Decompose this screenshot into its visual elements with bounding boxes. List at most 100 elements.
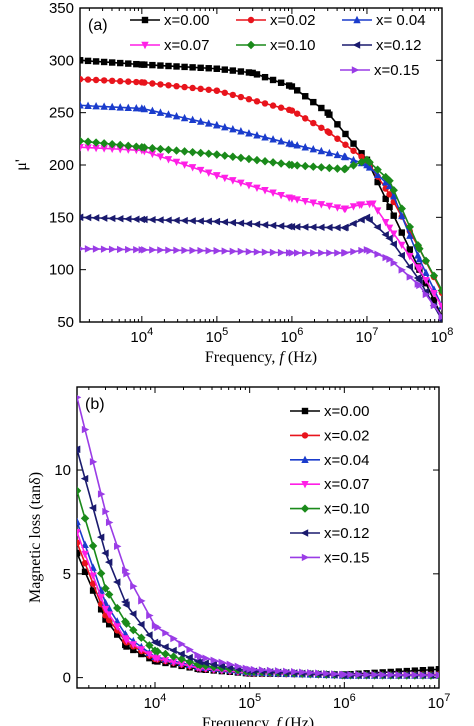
data-point <box>129 625 138 635</box>
data-point <box>429 271 439 280</box>
data-point <box>437 286 442 295</box>
y-tick-label: 0 <box>63 670 71 687</box>
data-point <box>325 223 333 232</box>
data-point <box>180 161 189 169</box>
data-point <box>318 249 326 257</box>
data-point <box>205 119 213 127</box>
data-point <box>97 606 105 613</box>
data-point <box>245 182 253 190</box>
data-point <box>341 670 349 679</box>
data-point <box>341 249 349 257</box>
data-point <box>288 83 296 90</box>
legend: x=0.00 x=0.02 x= 0.04 x=0.07 x=0.10 x=0.12 x=0… <box>130 12 426 79</box>
data-point <box>390 212 397 219</box>
legend-label: x=0.04 <box>324 452 369 469</box>
data-point <box>221 174 229 183</box>
data-point <box>403 671 412 679</box>
legend-label: x=0.10 <box>324 501 369 518</box>
data-point <box>301 197 309 206</box>
data-point <box>114 542 122 551</box>
data-point <box>340 224 348 232</box>
data-point <box>385 224 394 232</box>
data-point <box>100 58 108 66</box>
data-point <box>164 216 172 224</box>
data-point <box>287 223 296 231</box>
data-point <box>202 654 210 662</box>
data-point <box>188 147 197 157</box>
x-tick-label: 106 <box>281 326 304 346</box>
data-point <box>403 667 411 675</box>
data-point <box>133 78 140 86</box>
data-point <box>96 533 105 541</box>
data-point <box>277 104 285 111</box>
data-point <box>422 290 431 299</box>
data-point <box>386 255 394 263</box>
data-point <box>276 222 285 230</box>
data-point <box>355 670 363 679</box>
data-point <box>237 179 245 188</box>
data-point <box>164 156 173 164</box>
data-point <box>333 164 342 173</box>
data-point <box>387 671 395 679</box>
data-point <box>358 246 366 255</box>
legend-label: x=0.07 <box>164 37 209 54</box>
data-point <box>117 59 124 67</box>
data-point <box>201 659 209 667</box>
data-point <box>269 102 277 109</box>
series-x0.12 <box>80 213 442 322</box>
data-point <box>301 161 310 171</box>
data-point <box>108 145 116 154</box>
data-point <box>282 667 291 676</box>
data-point <box>419 671 428 679</box>
data-point <box>349 161 358 170</box>
data-point <box>334 121 341 128</box>
data-point <box>390 192 398 200</box>
data-point <box>253 131 261 139</box>
data-point <box>413 241 423 250</box>
y-tick-label: 10 <box>54 462 71 479</box>
data-point <box>301 223 309 231</box>
data-point <box>100 245 109 253</box>
series-x0.15 <box>77 395 439 679</box>
data-point <box>293 223 301 231</box>
data-point <box>405 222 415 232</box>
data-point <box>276 159 286 168</box>
data-point <box>228 218 237 227</box>
data-point <box>196 148 205 158</box>
data-point <box>99 214 108 222</box>
data-point <box>92 76 100 84</box>
data-point <box>132 215 140 223</box>
data-point <box>157 81 164 88</box>
data-point <box>315 669 323 677</box>
data-point <box>173 63 180 70</box>
x-axis-title: Frequency, f (Hz) <box>205 349 317 366</box>
data-point <box>91 138 101 147</box>
data-point <box>178 640 186 648</box>
data-point <box>363 160 371 169</box>
data-point <box>363 670 371 679</box>
data-point <box>84 245 93 253</box>
data-point <box>138 61 146 68</box>
data-point <box>269 76 277 84</box>
legend-marker <box>141 16 149 24</box>
data-point <box>84 76 92 83</box>
legend-marker <box>246 40 256 50</box>
data-point <box>340 152 349 160</box>
data-point <box>104 590 114 599</box>
data-point <box>236 153 246 163</box>
data-point <box>177 660 186 669</box>
data-point <box>317 201 326 209</box>
data-point <box>373 223 381 231</box>
data-point <box>357 216 365 224</box>
legend-label: x= 0.04 <box>376 12 426 29</box>
data-point <box>204 149 213 158</box>
data-point <box>96 569 106 578</box>
data-point <box>89 572 97 580</box>
data-point <box>277 248 286 257</box>
data-point <box>430 301 439 310</box>
data-point <box>161 649 170 659</box>
data-point <box>125 78 132 85</box>
data-point <box>189 246 197 255</box>
data-point <box>145 641 154 650</box>
data-point <box>181 246 189 255</box>
